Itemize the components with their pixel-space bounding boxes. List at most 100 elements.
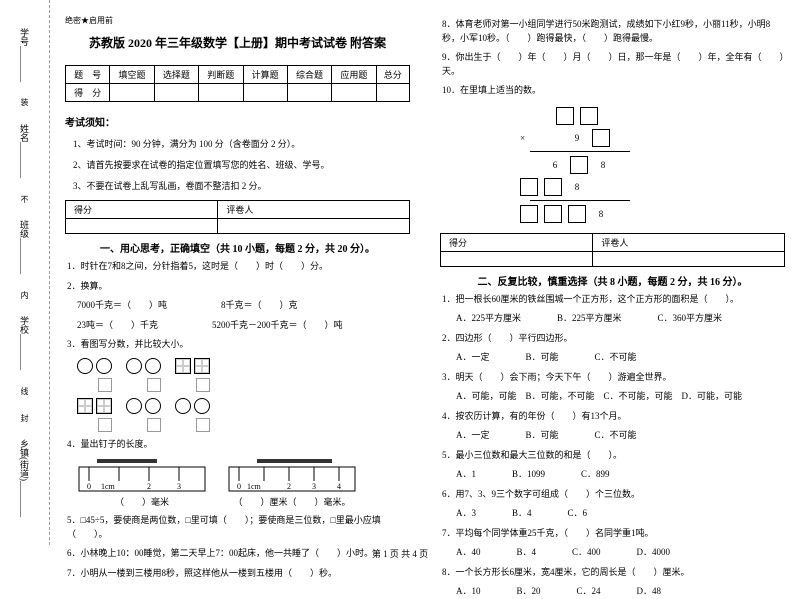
question-8: 8．体育老师对第一小组同学进行50米跑测试，成绩如下小红9秒，小丽11秒，小明8… [442, 18, 785, 45]
question-3: 3．看图写分数，并比较大小。 [67, 338, 410, 352]
binding-field-school: 学校________ [18, 316, 31, 370]
table-cell: 综合题 [287, 66, 331, 84]
s2-q1: 1．把一根长60厘米的铁丝围城一个正方形，这个正方形的面积是（ ）。 [442, 293, 785, 307]
square-icon [77, 398, 93, 414]
compare-box [196, 378, 210, 392]
binding-mark: 装 [21, 97, 29, 108]
ruler-2-caption: （ ）厘米（ ）毫米。 [227, 495, 357, 508]
grader-table: 得分评卷人 [65, 200, 410, 234]
s2-q3: 3．明天（ ）会下雨；今天下午（ ）游遍全世界。 [442, 371, 785, 385]
blank-box [592, 129, 610, 147]
question-5: 5．□45÷5，要使商是两位数，□里可填（ ）；要使商是三位数，□里最小应填（ … [67, 514, 410, 541]
notice-item: 3、不要在试卷上乱写乱画，卷面不整洁扣 2 分。 [73, 179, 410, 192]
blank-box [544, 205, 562, 223]
svg-text:2: 2 [147, 482, 151, 491]
digit-9: 9 [568, 133, 586, 143]
table-cell: 计算题 [243, 66, 287, 84]
s2-q3-opts: A．可能，可能 B．可能，不可能 C．不可能，可能 D．可能，可能 [456, 390, 785, 404]
score-table: 题 号 填空题 选择题 判断题 计算题 综合题 应用题 总分 得 分 [65, 65, 410, 102]
section2-title: 二、反复比较，慎重选择（共 8 小题，每题 2 分，共 16 分）。 [440, 273, 785, 288]
svg-text:4: 4 [337, 482, 341, 491]
grader-table-2: 得分评卷人 [440, 233, 785, 267]
table-cell: 题 号 [66, 66, 110, 84]
compare-box [147, 418, 161, 432]
ruler-1: 0 1cm 2 3 （ ）毫米 [77, 457, 207, 508]
digit-6: 6 [546, 160, 564, 170]
s2-q2-opts: A．一定 B．可能 C．不可能 [456, 351, 785, 365]
confidential-label: 绝密★启用前 [65, 15, 410, 26]
table-cell: 总分 [376, 66, 409, 84]
s2-q6: 6．用7、3、9三个数字可组成（ ）个三位数。 [442, 488, 785, 502]
table-cell: 得分 [66, 201, 218, 219]
notice-item: 1、考试时间：90 分钟，满分为 100 分（含卷面分 2 分）。 [73, 137, 410, 150]
svg-text:1cm: 1cm [101, 482, 116, 491]
compare-box [147, 378, 161, 392]
question-7: 7．小明从一楼到三楼用8秒，照这样他从一楼到五楼用（ ）秒。 [67, 567, 410, 581]
blank-box [544, 178, 562, 196]
fraction-figures-row2 [77, 398, 410, 432]
svg-text:3: 3 [177, 482, 181, 491]
digit-8: 8 [568, 182, 586, 192]
compare-box [196, 418, 210, 432]
question-9: 9．你出生于（ ）年（ ）月（ ）日，那一年是（ ）年，全年有（ ）天。 [442, 51, 785, 78]
s2-q7: 7．平均每个同学体重25千克，（ ）名同学重1吨。 [442, 527, 785, 541]
s2-q5: 5．最小三位数和最大三位数的和是（ ）。 [442, 449, 785, 463]
fraction-figures-row1 [77, 358, 410, 392]
circle-icon [77, 358, 93, 374]
circle-icon [194, 398, 210, 414]
question-2a: 7000千克＝（ ）吨 8千克＝（ ）克 [77, 299, 410, 313]
left-column: 绝密★启用前 苏教版 2020 年三年级数学【上册】期中考试试卷 附答案 题 号… [50, 0, 425, 545]
s2-q6-opts: A．3 B．4 C．6 [456, 507, 785, 521]
circle-icon [145, 398, 161, 414]
digit-8: 8 [594, 160, 612, 170]
question-2: 2．换算。 [67, 280, 410, 294]
times-sign: × [520, 133, 538, 143]
binding-mark: 封 [21, 413, 29, 424]
circle-icon [96, 358, 112, 374]
table-row: 题 号 填空题 选择题 判断题 计算题 综合题 应用题 总分 [66, 66, 410, 84]
question-4: 4．量出钉子的长度。 [67, 438, 410, 452]
question-2c: 23吨＝（ ）千克 5200千克－200千克＝（ ）吨 [77, 319, 410, 333]
exam-title: 苏教版 2020 年三年级数学【上册】期中考试试卷 附答案 [65, 34, 410, 51]
s2-q2: 2．四边形（ ）平行四边形。 [442, 332, 785, 346]
square-icon [96, 398, 112, 414]
table-cell: 填空题 [110, 66, 154, 84]
blank-box [568, 205, 586, 223]
notice-item: 2、请首先按要求在试卷的指定位置填写您的姓名、班级、学号。 [73, 158, 410, 171]
svg-text:0: 0 [237, 482, 241, 491]
table-cell: 评卷人 [593, 233, 785, 251]
section1-title: 一、用心思考，正确填空（共 10 小题，每题 2 分，共 20 分）。 [65, 240, 410, 255]
question-1: 1．时针在7和8之间，分针指着5，这时是（ ）时（ ）分。 [67, 260, 410, 274]
blank-box [520, 205, 538, 223]
compare-box [98, 378, 112, 392]
circle-icon [126, 358, 142, 374]
blank-box [580, 107, 598, 125]
s2-q8: 8．一个长方形长6厘米，宽4厘米，它的周长是（ ）厘米。 [442, 566, 785, 580]
s2-q4-opts: A．一定 B．可能 C．不可能 [456, 429, 785, 443]
binding-mark: 内 [21, 290, 29, 301]
svg-text:3: 3 [312, 482, 316, 491]
circle-icon [126, 398, 142, 414]
svg-text:0: 0 [87, 482, 91, 491]
binding-mark: 线 [21, 386, 29, 397]
table-cell: 选择题 [154, 66, 198, 84]
ruler-icon: 0 1cm 2 3 4 [227, 457, 357, 493]
ruler-2: 0 1cm 2 3 4 （ ）厘米（ ）毫米。 [227, 457, 357, 508]
binding-field-name: 姓名________ [18, 124, 31, 178]
ruler-icon: 0 1cm 2 3 [77, 457, 207, 493]
digit-8: 8 [592, 209, 610, 219]
blank-box [556, 107, 574, 125]
table-cell: 判断题 [199, 66, 243, 84]
s2-q5-opts: A．1 B．1099 C．899 [456, 468, 785, 482]
table-cell: 评卷人 [218, 201, 410, 219]
binding-field-class: 班级________ [18, 220, 31, 274]
svg-text:1cm: 1cm [247, 482, 262, 491]
compare-box [98, 418, 112, 432]
table-row: 得 分 [66, 84, 410, 102]
ruler-1-caption: （ ）毫米 [77, 495, 207, 508]
multiplication-figure: × 9 6 8 8 8 [520, 107, 785, 223]
svg-text:2: 2 [287, 482, 291, 491]
binding-field-town: 乡镇(街道)________ [18, 439, 31, 517]
rulers: 0 1cm 2 3 （ ）毫米 0 1cm 2 3 4 （ ）厘米（ ）毫米。 [77, 457, 410, 508]
table-cell: 应用题 [332, 66, 376, 84]
